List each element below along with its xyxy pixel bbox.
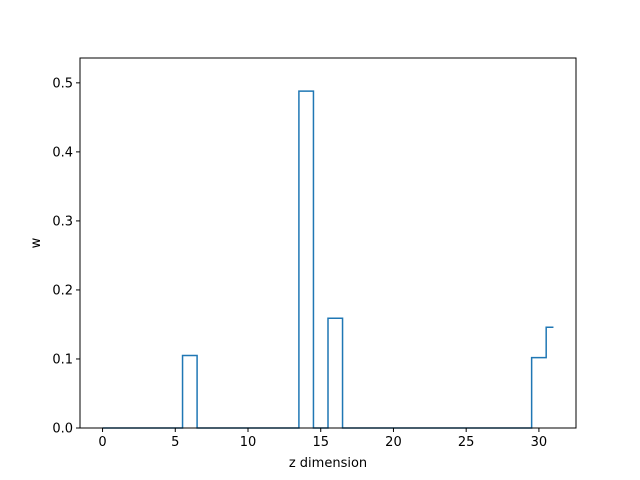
y-tick-label: 0.3 (52, 214, 73, 229)
x-tick-label: 5 (171, 435, 179, 450)
x-tick-label: 15 (312, 435, 329, 450)
y-tick-label: 0.4 (52, 145, 73, 160)
y-axis-label: w (29, 237, 44, 248)
y-tick-label: 0.2 (52, 283, 73, 298)
axes-frame (79, 57, 577, 429)
x-axis-ticks: 0 5 10 15 20 25 30 (98, 428, 547, 450)
x-tick-label: 10 (240, 435, 257, 450)
x-tick-label: 20 (385, 435, 402, 450)
x-tick-label: 30 (531, 435, 548, 450)
x-axis-label: z dimension (289, 456, 367, 471)
y-axis-ticks: 0.0 0.1 0.2 0.3 0.4 0.5 (52, 76, 80, 437)
y-tick-label: 0.0 (52, 422, 73, 437)
x-tick-label: 25 (458, 435, 475, 450)
y-tick-label: 0.1 (52, 352, 73, 367)
y-tick-label: 0.5 (52, 76, 73, 91)
x-tick-label: 0 (98, 435, 106, 450)
